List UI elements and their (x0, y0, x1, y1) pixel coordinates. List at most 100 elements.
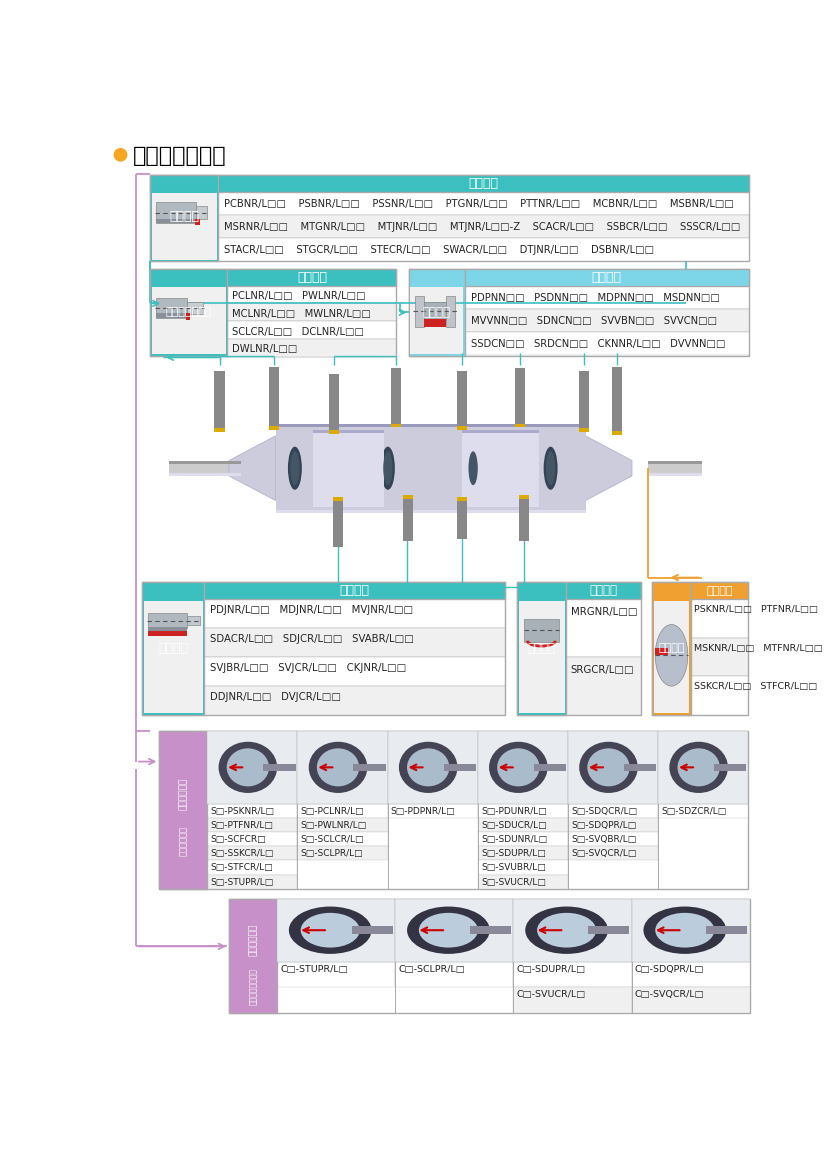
Bar (207, 874, 297, 888)
Bar (197, 207, 207, 218)
Bar (151, 193, 217, 260)
Circle shape (114, 148, 127, 161)
Text: MVVNN□□   SDNCN□□   SVVBN□□   SVVCN□□: MVVNN□□ SDNCN□□ SVVBN□□ SVVCN□□ (470, 316, 717, 326)
Ellipse shape (399, 742, 458, 793)
Bar (297, 804, 387, 818)
Text: S□-PDPNR/L□: S□-PDPNR/L□ (391, 807, 455, 816)
Text: MRGNR/L□□: MRGNR/L□□ (570, 607, 638, 617)
Text: 内孔车削刀具: 内孔车削刀具 (179, 778, 188, 810)
Bar (409, 269, 465, 356)
Text: 刀具型号: 刀具型号 (339, 584, 370, 597)
Bar (446, 295, 455, 326)
Bar (478, 847, 568, 861)
Bar (329, 430, 339, 433)
Text: 外圆及内孔车削: 外圆及内孔车削 (133, 146, 227, 165)
Ellipse shape (407, 907, 490, 954)
Bar (333, 501, 343, 547)
Text: STACR/L□□    STGCR/L□□    STECR/L□□    SWACR/L□□    DTJNR/L□□    DSBNR/L□□: STACR/L□□ STGCR/L□□ STECR/L□□ SWACR/L□□ … (224, 245, 654, 255)
Bar (402, 499, 412, 541)
Bar (444, 763, 476, 771)
Bar (632, 962, 750, 987)
Bar (351, 926, 393, 934)
Text: SDACR/L□□   SDJCR/L□□   SVABR/L□□: SDACR/L□□ SDJCR/L□□ SVABR/L□□ (210, 634, 414, 645)
Bar (568, 731, 658, 804)
Text: DWLNR/L□□: DWLNR/L□□ (232, 345, 297, 354)
Bar (391, 424, 401, 427)
Bar (276, 424, 585, 512)
Bar (478, 818, 568, 832)
Text: S□-PDUNR/L□: S□-PDUNR/L□ (480, 807, 547, 816)
Text: S□-PTFNR/L□: S□-PTFNR/L□ (210, 822, 273, 830)
Text: 外圆车削: 外圆车削 (169, 210, 199, 223)
Bar (312, 430, 384, 433)
Text: S□-SVQBR/L□: S□-SVQBR/L□ (571, 835, 636, 845)
Ellipse shape (580, 742, 638, 793)
Text: 刀具型号: 刀具型号 (592, 271, 622, 284)
Bar (204, 629, 505, 657)
Bar (312, 503, 384, 507)
Text: MSRNR/L□□    MTGNR/L□□    MTJNR/L□□    MTJNR/L□□-Z    SCACR/L□□    SSBCR/L□□    : MSRNR/L□□ MTGNR/L□□ MTJNR/L□□ MTJNR/L□□-… (224, 222, 741, 232)
Text: C□-SDQPR/L□: C□-SDQPR/L□ (635, 965, 704, 974)
Bar (568, 818, 658, 832)
Ellipse shape (291, 452, 300, 485)
Bar (648, 473, 701, 476)
Bar (470, 926, 511, 934)
Text: MSKNR/L□□   MTFNR/L□□: MSKNR/L□□ MTFNR/L□□ (694, 643, 822, 653)
Text: 刀具型号: 刀具型号 (469, 177, 499, 190)
Bar (648, 461, 701, 463)
Text: S□-SDUNR/L□: S□-SDUNR/L□ (480, 835, 547, 845)
Bar (204, 599, 505, 629)
Bar (519, 499, 529, 541)
Bar (228, 303, 396, 321)
Bar (150, 175, 749, 192)
Bar (523, 619, 559, 642)
Text: S□-SCLCR/L□: S□-SCLCR/L□ (301, 835, 364, 845)
Ellipse shape (669, 742, 728, 793)
Bar (150, 269, 396, 356)
Text: S□-PWLNR/L□: S□-PWLNR/L□ (301, 822, 367, 830)
Text: S□-SVUCR/L□: S□-SVUCR/L□ (480, 878, 546, 887)
Bar (424, 318, 446, 326)
Bar (632, 987, 750, 1012)
Text: 端面车削: 端面车削 (659, 643, 685, 654)
Bar (186, 314, 190, 319)
Bar (478, 874, 568, 888)
Ellipse shape (655, 625, 688, 686)
Text: C□-SVQCR/L□: C□-SVQCR/L□ (635, 990, 704, 1000)
Bar (478, 731, 568, 804)
Bar (207, 804, 297, 818)
Bar (391, 368, 401, 424)
Bar (149, 627, 187, 632)
Bar (207, 832, 297, 847)
Bar (612, 431, 622, 435)
Text: S□-STUPR/L□: S□-STUPR/L□ (210, 878, 274, 887)
Bar (652, 583, 748, 715)
Bar (396, 899, 513, 962)
Bar (151, 287, 226, 354)
Bar (411, 287, 463, 354)
Bar (566, 657, 641, 715)
Text: 仿形车削: 仿形车削 (158, 642, 188, 655)
Bar (160, 731, 748, 888)
Bar (706, 926, 748, 934)
Bar (149, 632, 187, 637)
Bar (568, 847, 658, 861)
Bar (218, 215, 749, 238)
Bar (513, 962, 632, 987)
Bar (218, 238, 749, 261)
Bar (204, 583, 505, 599)
Bar (277, 899, 396, 962)
Bar (517, 583, 641, 715)
Bar (276, 424, 585, 426)
Bar (142, 583, 505, 715)
Text: S□-STFCR/L□: S□-STFCR/L□ (210, 864, 273, 872)
Bar (648, 461, 701, 476)
Text: DDJNR/L□□   DVJCR/L□□: DDJNR/L□□ DVJCR/L□□ (210, 692, 341, 702)
Bar (461, 430, 539, 433)
Text: MCLNR/L□□   MWLNR/L□□: MCLNR/L□□ MWLNR/L□□ (232, 309, 371, 318)
Bar (402, 495, 412, 499)
Text: S□-SVQCR/L□: S□-SVQCR/L□ (571, 849, 637, 858)
Text: SSKCR/L□□   STFCR/L□□: SSKCR/L□□ STFCR/L□□ (694, 683, 817, 692)
Bar (478, 832, 568, 847)
Bar (690, 676, 748, 715)
